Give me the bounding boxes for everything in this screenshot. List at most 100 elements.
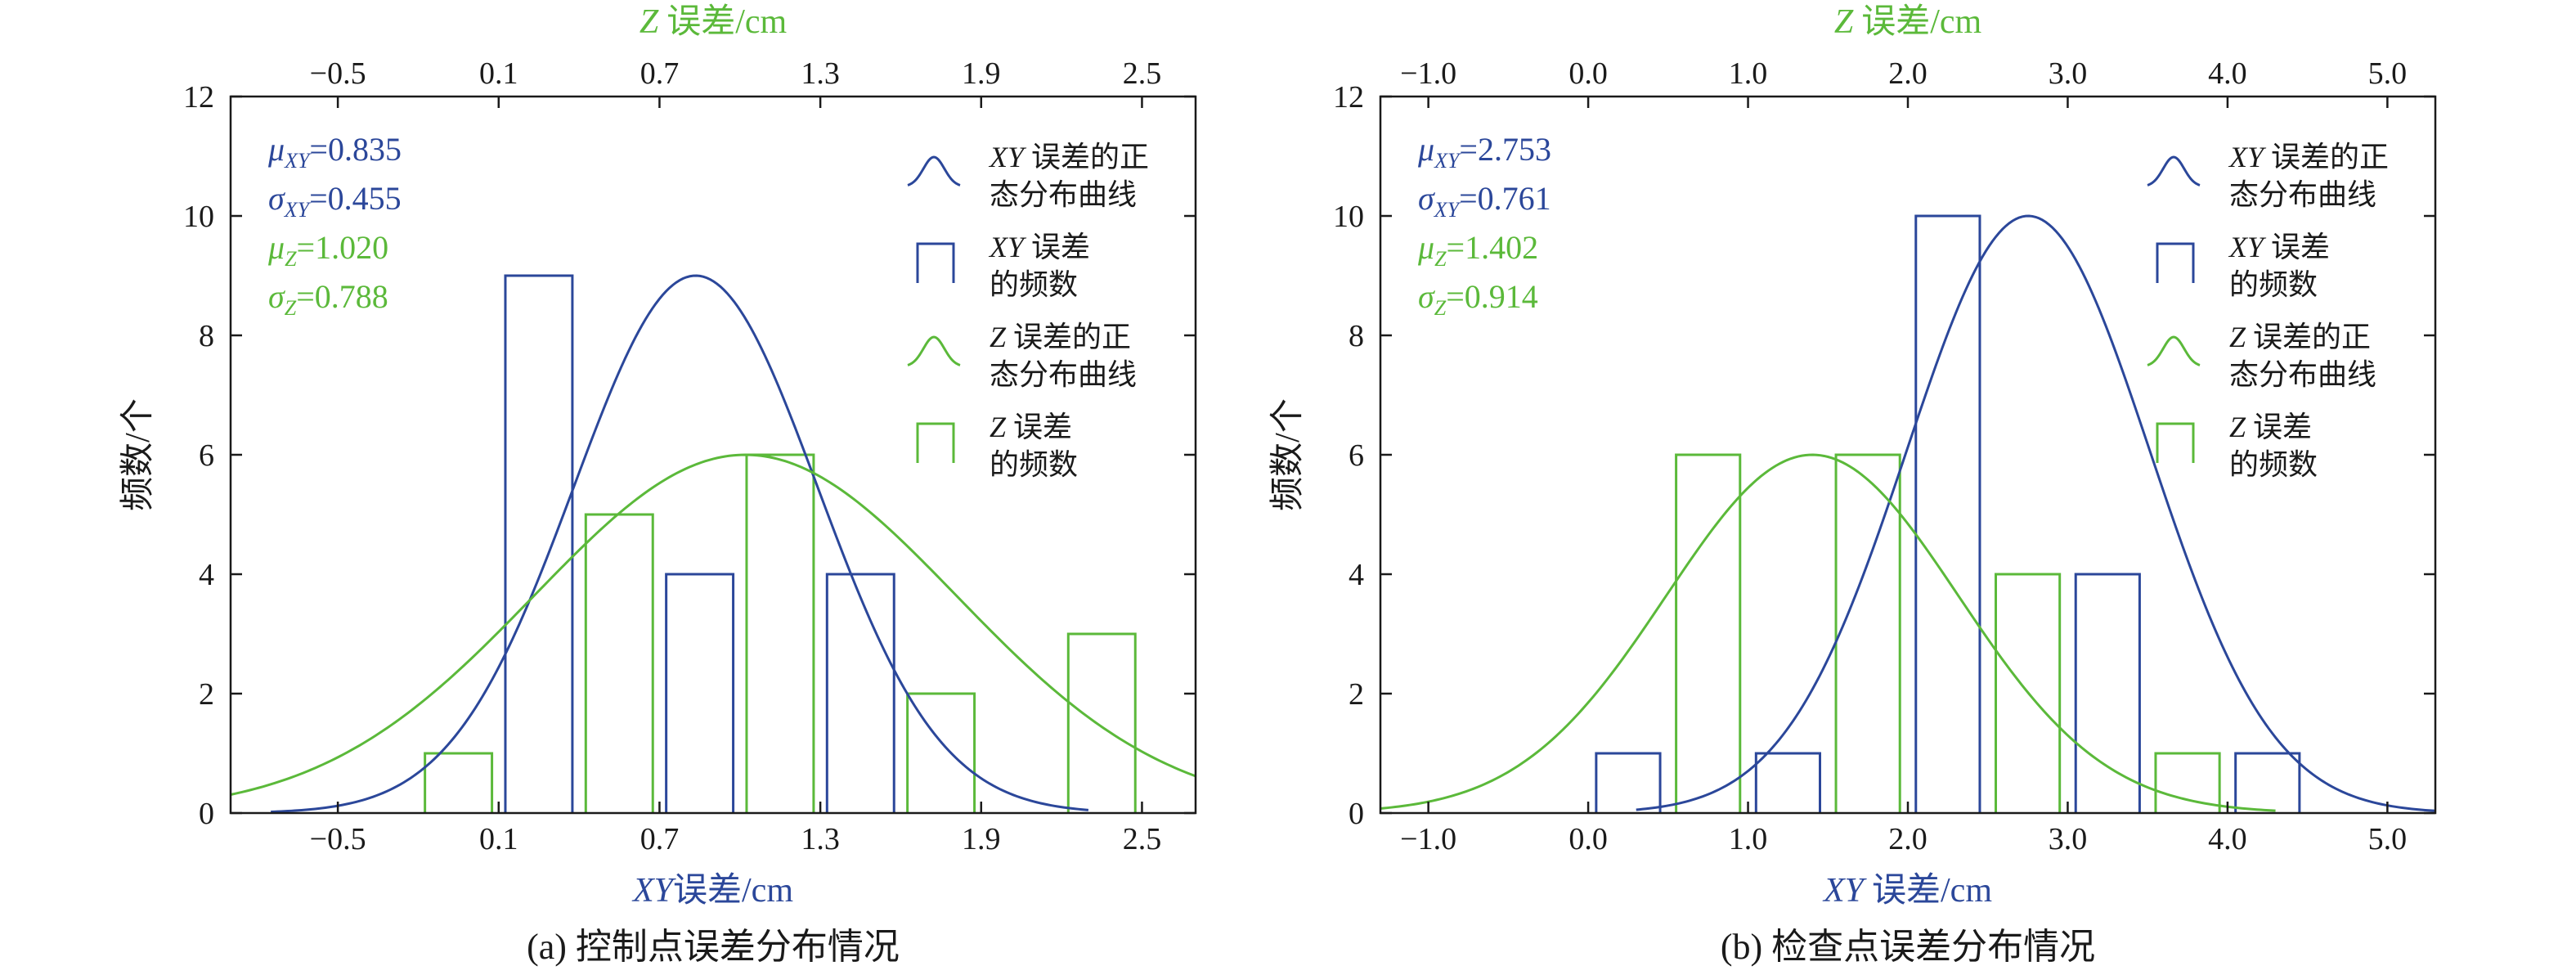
panel-a-caption: (a) 控制点误差分布情况 [527,927,900,967]
y-tick-label: 6 [1349,438,1364,473]
legend-label-line1: Z 误差的正 [2229,321,2371,353]
y-tick-label: 8 [1349,319,1364,353]
legend-label-line2: 的频数 [2229,268,2318,301]
x2-tick-label: 1.0 [1729,56,1768,91]
legend-label-line2: 态分布曲线 [990,178,1137,211]
bar-blue-2 [1914,214,1981,813]
y-tick-label: 12 [183,80,214,115]
stat-σ-XY: σXY=0.455 [268,180,402,222]
bar-green-4 [1066,632,1137,813]
bar-blue-3 [2074,573,2141,813]
legend-bar-icon [2156,242,2195,283]
legend-label-line2: 的频数 [2229,448,2318,481]
panel-b-marks [1380,214,2436,813]
stat-μ-XY: μXY=2.753 [1417,131,1551,173]
x-tick-label: 0.1 [479,822,518,856]
legend-bar-icon [2156,422,2195,463]
stat-σ-Z: σZ=0.788 [268,278,388,320]
legend-curve-icon [907,335,961,366]
x2-tick-label: 5.0 [2368,56,2408,91]
stat-σ-Z: σZ=0.914 [1418,278,1538,320]
legend-label-line1: Z 误差 [990,411,1072,443]
stat-σ-XY: σXY=0.761 [1418,180,1551,222]
x2-tick-label: 1.3 [801,56,840,91]
panel-b-caption: (b) 检查点误差分布情况 [1721,927,2095,967]
bar-blue-1 [1754,752,1821,813]
y-tick-label: 2 [199,677,214,712]
y-tick-label: 0 [1349,797,1364,831]
legend-label-line2: 态分布曲线 [2229,358,2376,391]
x-tick-label: 5.0 [2368,822,2408,856]
x-tick-label: 1.9 [962,822,1001,856]
y-tick-label: 4 [1349,558,1364,592]
panel-a-x2label: Z 误差/cm [640,3,788,41]
legend-curve-icon [2147,335,2201,366]
panel-a-xlabel: XY误差/cm [631,872,793,910]
legend-label-line1: Z 误差的正 [990,321,1131,353]
x-tick-label: −1.0 [1400,822,1456,856]
stat-μ-Z: μZ=1.402 [1417,229,1538,271]
panel-b-stats: μXY=2.753 σXY=0.761 μZ=1.402 σZ=0.914 [1417,131,1551,320]
x2-tick-label: 0.7 [640,56,680,91]
panel-b-ylabel: 频数/个 [1269,398,1307,511]
panel-a-ticks: −0.5 −0.5 0.1 0.1 0.7 0.7 1.3 1.3 1.9 1.9 2.5 2.5 0 2… [183,56,1196,856]
bar-green-2 [745,453,815,813]
panel-b-ticks: −1.0 −1.0 0.0 0.0 1.0 1.0 2.0 2.0 3.0 3.0 4.0 4.0 5.… [1333,56,2435,856]
x-tick-label: 2.5 [1123,822,1162,856]
bar-green-0 [424,752,494,813]
legend-label-line1: XY 误差 [2228,231,2330,263]
legend-label-line1: XY 误差的正 [988,141,1149,173]
y-tick-label: 4 [199,558,214,592]
normal-curve-blue [271,274,1089,813]
panel-a: −0.5 −0.5 0.1 0.1 0.7 0.7 1.3 1.3 1.9 1.9 2.5 2.5 0 2… [119,3,1197,967]
y-tick-label: 12 [1333,80,1364,115]
x2-tick-label: 2.5 [1123,56,1162,91]
x2-tick-label: 3.0 [2049,56,2088,91]
x-tick-label: 2.0 [1888,822,1928,856]
legend-label-line1: XY 误差的正 [2228,141,2389,173]
legend-label-line1: XY 误差 [988,231,1090,263]
y-tick-label: 2 [1349,677,1364,712]
bar-blue-1 [665,573,735,813]
panel-a-ylabel: 频数/个 [119,398,157,511]
y-tick-label: 10 [1333,200,1364,234]
bar-green-3 [906,692,976,813]
normal-curve-green [1380,453,2276,812]
x2-tick-label: 0.1 [479,56,518,91]
y-tick-label: 8 [199,319,214,353]
bar-blue-0 [504,274,574,813]
normal-curve-green [230,453,1196,796]
x2-tick-label: −1.0 [1400,56,1456,91]
x2-tick-label: −0.5 [310,56,366,91]
legend-label-line2: 的频数 [990,268,1078,301]
bar-green-3 [2154,752,2221,813]
panel-b-x2label: Z 误差/cm [1834,3,1982,41]
bar-green-0 [1675,453,1742,813]
x-tick-label: −0.5 [310,822,366,856]
x-tick-label: 0.0 [1568,822,1608,856]
legend-curve-icon [2147,155,2201,186]
x2-tick-label: 0.0 [1568,56,1608,91]
x-tick-label: 4.0 [2208,822,2247,856]
x2-tick-label: 1.9 [962,56,1001,91]
legend-bar-icon [916,242,955,283]
x-tick-label: 0.7 [640,822,680,856]
bar-blue-0 [1595,752,1662,813]
bar-green-1 [584,513,654,813]
stat-μ-Z: μZ=1.020 [267,229,388,271]
panel-a-marks [230,274,1196,813]
legend-label-line1: Z 误差 [2229,411,2312,443]
legend-label-line2: 的频数 [990,448,1078,481]
x-tick-label: 3.0 [2049,822,2088,856]
y-tick-label: 6 [199,438,214,473]
